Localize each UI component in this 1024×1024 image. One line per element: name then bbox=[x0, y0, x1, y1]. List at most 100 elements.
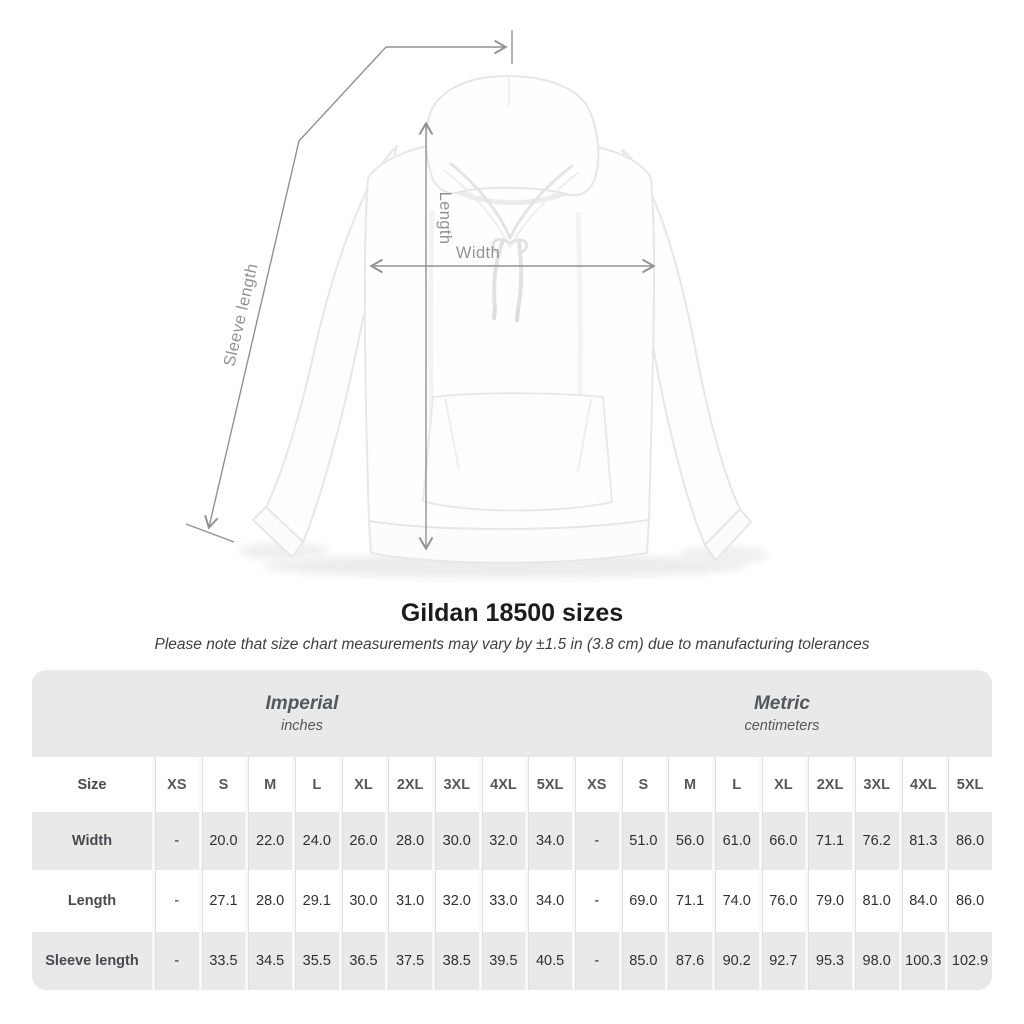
measurement-value-cell: 102.9 bbox=[945, 932, 992, 990]
ground-shadow bbox=[263, 554, 747, 578]
measurement-value-cell: 24.0 bbox=[291, 812, 339, 870]
tolerance-note: Please note that size chart measurements… bbox=[154, 636, 870, 653]
measurement-value-cell: 87.6 bbox=[665, 932, 712, 990]
measurement-value-cell: 79.0 bbox=[805, 870, 852, 932]
left-cuff bbox=[252, 506, 304, 558]
measurement-row: Width -20.0 22.0 24.0 26.0 28.0 30.0 32.0 34.0-5… bbox=[32, 812, 992, 870]
measurement-value-cell: 31.0 bbox=[385, 870, 432, 932]
measurement-value-cell: - bbox=[571, 932, 619, 990]
size-header-cell: S bbox=[618, 757, 666, 812]
size-header-cell: M bbox=[245, 757, 292, 812]
measurement-value-cell: 86.0 bbox=[945, 812, 992, 870]
measurement-value-cell: 30.0 bbox=[338, 870, 386, 932]
metric-unit-label: centimeters bbox=[744, 717, 820, 734]
measurement-value-cell: 34.5 bbox=[245, 932, 292, 990]
size-header-cell: 5XL bbox=[945, 757, 992, 812]
measurement-value-cell: 84.0 bbox=[898, 870, 946, 932]
measurement-value-cell: 76.0 bbox=[758, 870, 806, 932]
measurement-value-cell: 32.0 bbox=[431, 870, 479, 932]
measurement-value-cell: 34.0 bbox=[525, 870, 572, 932]
measurement-value-cell: 61.0 bbox=[711, 812, 759, 870]
measurement-value-cell: 85.0 bbox=[618, 932, 666, 990]
measurement-value-cell: 90.2 bbox=[711, 932, 759, 990]
measurement-value-cell: 36.5 bbox=[338, 932, 386, 990]
measurement-label: Width bbox=[71, 833, 113, 849]
size-header-cell: XL bbox=[758, 757, 806, 812]
size-header-cell: XL bbox=[338, 757, 386, 812]
measurement-value-cell: 71.1 bbox=[665, 870, 712, 932]
neck-shadow bbox=[457, 189, 567, 206]
imperial-label: Imperial bbox=[265, 693, 339, 715]
size-table-grid: Imperial inches Metric centimeters Size … bbox=[32, 670, 992, 990]
size-column-header: Size bbox=[77, 776, 107, 793]
size-header-cell: 2XL bbox=[805, 757, 852, 812]
hoodie-measurement-diagram: Sleeve length Length Width bbox=[185, 30, 768, 578]
measurement-value-cell: 39.5 bbox=[478, 932, 526, 990]
hood-rim-inner bbox=[443, 169, 580, 249]
measurement-value-cell: 33.5 bbox=[198, 932, 246, 990]
hem-band bbox=[368, 519, 650, 564]
measurement-value-cell: 74.0 bbox=[711, 870, 759, 932]
measurement-value-cell: - bbox=[571, 812, 619, 870]
measurement-value-cell: 38.5 bbox=[431, 932, 479, 990]
measurement-row: Sleeve length -33.5 34.5 35.5 36.5 37.5 38.5 39… bbox=[32, 932, 992, 990]
size-header-cell: 3XL bbox=[431, 757, 479, 812]
metric-group-header: Metric centimeters bbox=[571, 670, 992, 757]
sleeve-end-tick bbox=[185, 523, 235, 543]
measurement-value-cell: - bbox=[152, 932, 199, 990]
measurement-value-cell: 28.0 bbox=[245, 870, 292, 932]
measurement-label: Sleeve length bbox=[45, 953, 139, 969]
measurement-value-cell: 100.3 bbox=[898, 932, 946, 990]
measurement-value-cell: 81.0 bbox=[851, 870, 899, 932]
right-cuff-shadow bbox=[680, 546, 768, 564]
size-header-cell: S bbox=[198, 757, 246, 812]
measurement-value-cell: 95.3 bbox=[805, 932, 852, 990]
measurement-value-cell: 81.3 bbox=[898, 812, 946, 870]
measurement-value-cell: 69.0 bbox=[618, 870, 666, 932]
measurement-value-cell: 76.2 bbox=[851, 812, 899, 870]
measurement-value-cell: 22.0 bbox=[245, 812, 292, 870]
metric-label: Metric bbox=[753, 693, 810, 715]
size-header-cell: 4XL bbox=[898, 757, 946, 812]
size-header-cell: M bbox=[665, 757, 712, 812]
sleeve-length-label: Sleeve length bbox=[221, 262, 262, 369]
measurement-value-cell: 29.1 bbox=[291, 870, 339, 932]
measurement-value-cell: 92.7 bbox=[758, 932, 806, 990]
hood-rim-outer bbox=[449, 161, 574, 240]
measurement-value-cell: 28.0 bbox=[385, 812, 432, 870]
measurement-value-cell: 35.5 bbox=[291, 932, 339, 990]
unit-group-row: Imperial inches Metric centimeters bbox=[32, 670, 992, 757]
width-label: Width bbox=[456, 244, 500, 262]
imperial-group-header: Imperial inches bbox=[32, 670, 572, 757]
measurement-value-cell: 27.1 bbox=[198, 870, 246, 932]
hood bbox=[425, 75, 600, 197]
sleeve-length-line bbox=[204, 46, 387, 530]
measurement-lines bbox=[185, 30, 656, 551]
kangaroo-pocket bbox=[422, 392, 613, 512]
measurement-value-cell: 32.0 bbox=[478, 812, 526, 870]
measurement-value-cell: 51.0 bbox=[618, 812, 666, 870]
size-header-cell: L bbox=[711, 757, 759, 812]
size-header-cell: 2XL bbox=[385, 757, 432, 812]
imperial-unit-label: inches bbox=[280, 717, 323, 734]
measurement-value-cell: 37.5 bbox=[385, 932, 432, 990]
hoodie-illustration bbox=[240, 75, 768, 578]
size-header-cell: 4XL bbox=[478, 757, 526, 812]
measurement-row: Length -27.1 28.0 29.1 30.0 31.0 32.0 33.0 34.0-… bbox=[32, 870, 992, 932]
measurement-value-cell: 86.0 bbox=[945, 870, 992, 932]
measurement-value-cell: 26.0 bbox=[338, 812, 386, 870]
right-cuff bbox=[704, 508, 752, 561]
size-header-cell: XS bbox=[571, 757, 619, 812]
page-title: Gildan 18500 sizes bbox=[400, 599, 624, 627]
size-header-cell: 3XL bbox=[851, 757, 899, 812]
measurement-value-cell: 33.0 bbox=[478, 870, 526, 932]
pocket-opening-right bbox=[577, 398, 592, 472]
size-header-cell: 5XL bbox=[525, 757, 572, 812]
size-header-cell: XS bbox=[152, 757, 199, 812]
measurement-value-cell: 98.0 bbox=[851, 932, 899, 990]
measurement-value-cell: 30.0 bbox=[431, 812, 479, 870]
length-label: Length bbox=[436, 192, 454, 245]
measurement-value-cell: - bbox=[152, 870, 199, 932]
measurement-value-cell: - bbox=[152, 812, 199, 870]
